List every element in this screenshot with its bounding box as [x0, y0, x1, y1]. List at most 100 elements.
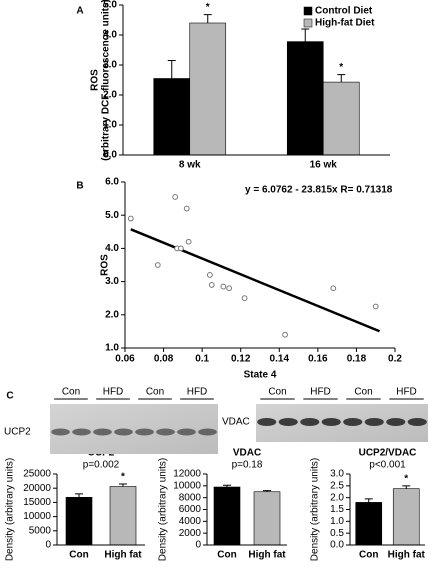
fit-annotation: y = 6.0762 - 23.815x R= 0.71318 [245, 185, 393, 196]
blot-label: UCP2 [4, 427, 31, 438]
panel-label: B [76, 181, 83, 192]
x-tick-label: 0.06 [115, 354, 135, 365]
y-tick-label: 20000 [23, 483, 51, 494]
blot-image [50, 404, 218, 454]
x-tick-label: Con [69, 550, 88, 561]
blot-band [386, 418, 406, 426]
y-tick-label: 5.0 [103, 0, 117, 11]
y-tick-label: 2.0 [105, 309, 119, 320]
bar [322, 81, 360, 156]
y-axis-label: Density (arbitrary units) [158, 458, 169, 561]
y-tick-label: 5000 [29, 525, 52, 536]
bar [189, 22, 227, 156]
y-tick-label: 3.0 [330, 469, 344, 480]
x-tick-label: 0.1 [195, 354, 209, 365]
x-tick-label: Con [217, 550, 236, 561]
point [220, 283, 227, 290]
blot-label: VDAC [222, 417, 250, 428]
blot-band [407, 418, 427, 426]
point [372, 303, 379, 310]
legend-label: High-fat Diet [315, 18, 375, 29]
x-axis-label: State 4 [244, 370, 277, 381]
y-tick-label: 1.5 [330, 504, 344, 515]
y-tick-label: 0 [195, 540, 201, 551]
error-bar [402, 485, 411, 489]
legend-swatch [303, 6, 313, 16]
x-tick-label: Con [359, 550, 378, 561]
blot-band [135, 428, 154, 436]
fit-line [130, 228, 381, 333]
legend-label: Control Diet [315, 6, 373, 17]
y-tick-label: 6.0 [105, 177, 119, 188]
blot-band [364, 418, 384, 426]
y-tick-label: 15000 [23, 497, 51, 508]
point [183, 205, 190, 212]
blot-band [278, 418, 298, 426]
lane-label: Con [146, 387, 164, 398]
y-tick-label: 10000 [23, 511, 51, 522]
point [154, 262, 161, 268]
bar [392, 488, 420, 546]
y-tick-label: 2000 [179, 528, 202, 539]
error-bar [301, 28, 310, 42]
lane-label: HFD [396, 387, 417, 398]
point [282, 331, 288, 338]
lane-label: Con [268, 387, 286, 398]
blot-band [321, 418, 341, 426]
lane-label: Con [354, 387, 372, 398]
y-tick-label: 6000 [179, 504, 202, 515]
significance-marker: * [339, 62, 343, 73]
blot-band [198, 428, 217, 436]
x-tick-label: 8 wk [179, 160, 201, 171]
bar [213, 486, 241, 546]
bar [355, 502, 383, 546]
y-tick-label: 0 [45, 540, 51, 551]
error-bar [223, 484, 231, 488]
y-tick-label: 8000 [179, 492, 202, 503]
y-tick-label: 0.0 [330, 540, 344, 551]
blot-band [300, 418, 320, 426]
blot-band [156, 428, 175, 436]
p-value: p<0.001 [369, 460, 406, 471]
error-bar [203, 14, 212, 23]
lane-label: HFD [103, 387, 124, 398]
error-bar [364, 498, 373, 503]
y-tick-label: 1.0 [330, 516, 344, 527]
point [241, 295, 248, 302]
y-axis-label: (arbitrary DCF fluorescence units) [101, 0, 112, 161]
point [330, 285, 337, 292]
y-tick-label: 10000 [173, 480, 201, 491]
y-axis-label: ROS [90, 69, 101, 91]
lane-label: HFD [310, 387, 331, 398]
significance-marker: * [121, 472, 125, 483]
y-tick-label: 3.0 [105, 276, 119, 287]
blot-band [72, 428, 91, 436]
error-bar [75, 493, 83, 498]
y-axis-label: Density (arbitrary units) [5, 458, 16, 561]
x-tick-label: 0.18 [347, 354, 367, 365]
error-bar [119, 483, 127, 487]
x-tick-label: High fat [104, 550, 142, 561]
y-tick-label: 5.0 [105, 210, 119, 221]
y-tick-label: 2.0 [103, 90, 117, 101]
y-tick-label: 25000 [23, 469, 51, 480]
point [226, 285, 233, 292]
y-axis-label: ROS [100, 254, 111, 276]
x-tick-label: 0.2 [388, 354, 402, 365]
bar [65, 496, 93, 546]
point [172, 194, 179, 200]
legend-swatch [303, 18, 313, 28]
bar [286, 41, 324, 156]
y-tick-label: 2.5 [330, 480, 344, 491]
point [208, 282, 215, 288]
point [206, 272, 213, 278]
x-tick-label: 16 wk [310, 160, 338, 171]
panel-label: C [6, 391, 13, 402]
chart-title: VDAC [233, 448, 261, 459]
blot-band [257, 418, 277, 426]
error-bar [167, 60, 176, 79]
point [178, 245, 184, 252]
y-tick-label: 1.0 [105, 343, 119, 354]
y-tick-label: 0.0 [103, 150, 117, 161]
